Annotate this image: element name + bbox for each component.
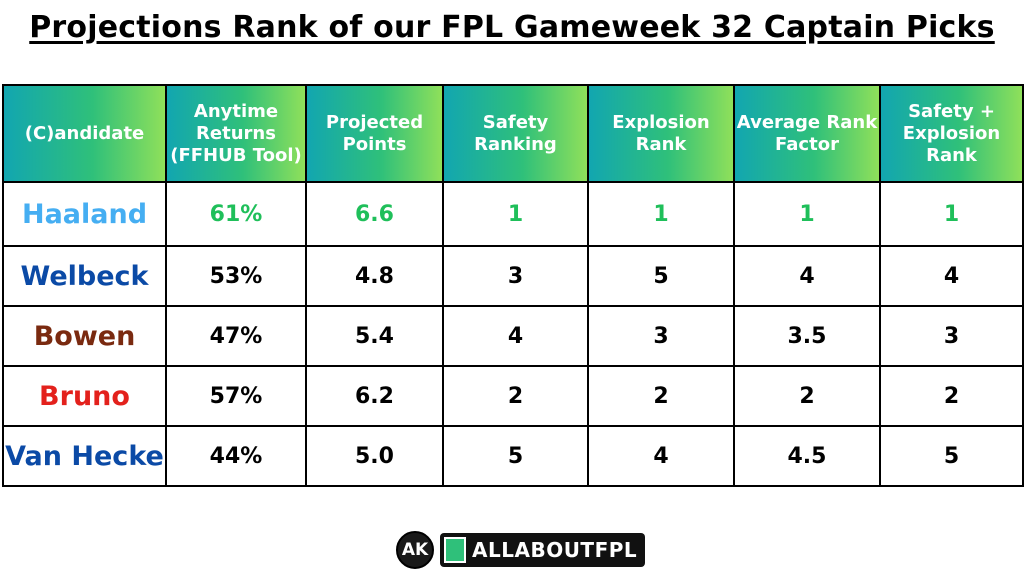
ak-logo-icon: AK (396, 531, 434, 569)
table-row: Haaland 61% 6.6 1 1 1 1 (2, 181, 1024, 247)
table-row: Van Hecke 44% 5.0 5 4 4.5 5 (2, 425, 1024, 487)
cell-safety-explosion-rank: 3 (879, 305, 1024, 367)
cell-anytime-returns: 47% (165, 305, 307, 367)
cell-average-rank-factor: 4 (733, 245, 881, 307)
allaboutfpl-logo: ALLABOUTFPL (440, 533, 646, 567)
cell-average-rank-factor: 1 (733, 181, 881, 247)
header-projected-points: Projected Points (305, 84, 444, 183)
cell-explosion-rank: 3 (587, 305, 735, 367)
cell-average-rank-factor: 3.5 (733, 305, 881, 367)
cell-safety-explosion-rank: 2 (879, 365, 1024, 427)
cell-explosion-rank: 4 (587, 425, 735, 487)
page-title: Projections Rank of our FPL Gameweek 32 … (29, 10, 995, 45)
cell-safety-explosion-rank: 1 (879, 181, 1024, 247)
header-average-rank-factor: Average Rank Factor (733, 84, 881, 183)
captain-table: (C)andidate Anytime Returns (FFHUB Tool)… (2, 84, 1024, 487)
candidate-name: Welbeck (2, 245, 167, 307)
candidate-name: Bruno (2, 365, 167, 427)
cell-explosion-rank: 1 (587, 181, 735, 247)
cell-safety-ranking: 5 (442, 425, 589, 487)
cell-explosion-rank: 5 (587, 245, 735, 307)
header-row: (C)andidate Anytime Returns (FFHUB Tool)… (2, 84, 1024, 183)
cell-anytime-returns: 53% (165, 245, 307, 307)
cell-projected-points: 5.4 (305, 305, 444, 367)
cell-safety-explosion-rank: 4 (879, 245, 1024, 307)
cell-anytime-returns: 44% (165, 425, 307, 487)
cell-safety-ranking: 4 (442, 305, 589, 367)
cell-safety-ranking: 1 (442, 181, 589, 247)
header-anytime-returns: Anytime Returns (FFHUB Tool) (165, 84, 307, 183)
table-row: Bruno 57% 6.2 2 2 2 2 (2, 365, 1024, 427)
cell-projected-points: 5.0 (305, 425, 444, 487)
cell-projected-points: 6.2 (305, 365, 444, 427)
cell-projected-points: 4.8 (305, 245, 444, 307)
cell-projected-points: 6.6 (305, 181, 444, 247)
cell-anytime-returns: 57% (165, 365, 307, 427)
header-candidate: (C)andidate (2, 84, 167, 183)
candidate-name: Haaland (2, 181, 167, 247)
table-row: Bowen 47% 5.4 4 3 3.5 3 (2, 305, 1024, 367)
table-row: Welbeck 53% 4.8 3 5 4 4 (2, 245, 1024, 307)
brand-text: ALLABOUTFPL (472, 538, 638, 562)
header-safety-explosion-rank: Safety + Explosion Rank (879, 84, 1024, 183)
cell-explosion-rank: 2 (587, 365, 735, 427)
cell-safety-ranking: 2 (442, 365, 589, 427)
allaboutfpl-logo-icon (444, 537, 466, 563)
candidate-name: Van Hecke (2, 425, 167, 487)
header-safety-ranking: Safety Ranking (442, 84, 589, 183)
cell-average-rank-factor: 4.5 (733, 425, 881, 487)
footer-logos: AK ALLABOUTFPL (396, 530, 646, 570)
cell-safety-ranking: 3 (442, 245, 589, 307)
candidate-name: Bowen (2, 305, 167, 367)
cell-safety-explosion-rank: 5 (879, 425, 1024, 487)
header-explosion-rank: Explosion Rank (587, 84, 735, 183)
cell-anytime-returns: 61% (165, 181, 307, 247)
cell-average-rank-factor: 2 (733, 365, 881, 427)
